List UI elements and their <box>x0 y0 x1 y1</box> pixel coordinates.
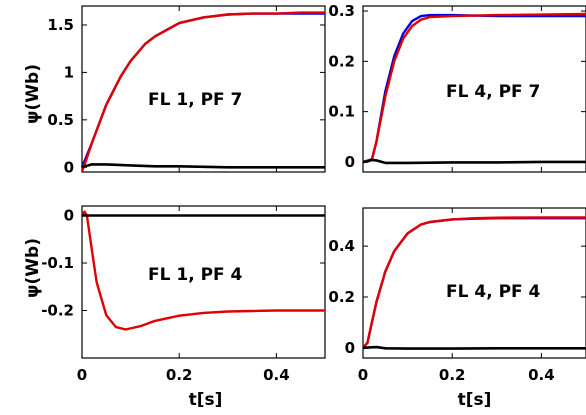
y-axis-label: ψ(Wb) <box>23 238 43 298</box>
y-tick-label: 0.2 <box>328 52 355 70</box>
y-tick-label: 1 <box>64 63 74 81</box>
x-tick-label: 0.4 <box>528 366 555 384</box>
series-line-2 <box>362 158 586 165</box>
panel-annotation: FL 4, PF 4 <box>446 282 541 302</box>
y-tick-label: 0.1 <box>328 103 355 121</box>
plot-frame <box>81 205 326 359</box>
x-tick-label: 0 <box>358 366 368 384</box>
y-tick-label: 0 <box>345 153 355 171</box>
panel-annotation: FL 1, PF 7 <box>148 90 242 110</box>
y-tick-label: 0.5 <box>47 111 74 129</box>
y-tick-label: 1.5 <box>47 16 74 34</box>
series-line-2 <box>81 163 325 169</box>
panel-fl1-pf7: 0 0.5 1 1.5 FL 1, PF 7 ψ(Wb) <box>23 5 326 176</box>
y-tick-label: -0.2 <box>41 302 74 320</box>
x-axis-label: t[s] <box>458 390 492 410</box>
series-line-0 <box>80 210 325 331</box>
panel-fl1-pf4: 0 -0.1 -0.2 0 0.2 0.4 FL 1, PF 4 ψ(Wb) t[s] <box>23 205 326 410</box>
y-tick-label: 0.3 <box>328 2 355 20</box>
series-line-2 <box>362 345 586 350</box>
panel-fl4-pf4: 0 0.2 0.4 0 0.2 0.4 FL 4, PF 4 t[s] <box>328 207 586 410</box>
y-tick-label: 0 <box>345 339 355 357</box>
plot-frame <box>362 5 586 173</box>
x-axis-label: t[s] <box>189 390 223 410</box>
series-line-1 <box>80 11 325 172</box>
y-tick-label: 0.4 <box>328 237 355 255</box>
y-tick-label: 0 <box>64 207 74 225</box>
plot-frame <box>362 207 586 359</box>
panel-fl4-pf7: 0 0.1 0.2 0.3 FL 4, PF 7 <box>328 2 586 173</box>
x-tick-label: 0.4 <box>263 366 290 384</box>
series-line-1 <box>362 12 586 164</box>
y-tick-label: 0.2 <box>328 288 355 306</box>
panel-annotation: FL 1, PF 4 <box>148 265 243 285</box>
panel-annotation: FL 4, PF 7 <box>446 82 540 102</box>
y-axis-label: ψ(Wb) <box>23 64 43 124</box>
y-tick-label: 0 <box>64 158 74 176</box>
series-line-1 <box>362 216 586 349</box>
x-tick-label: 0 <box>77 366 87 384</box>
x-tick-label: 0.2 <box>439 366 466 384</box>
plot-frame <box>81 5 326 173</box>
y-tick-label: -0.1 <box>41 254 74 272</box>
x-tick-label: 0.2 <box>166 366 193 384</box>
